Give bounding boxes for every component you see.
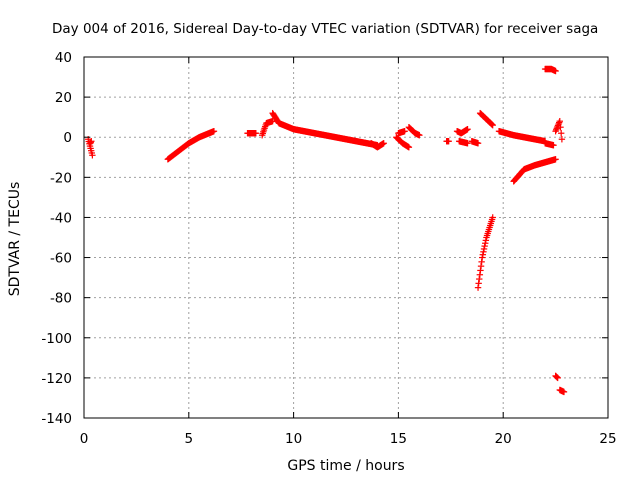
data-point	[380, 140, 387, 147]
grid-lines	[84, 57, 608, 418]
data-point	[474, 140, 482, 147]
data-point	[445, 138, 452, 145]
axis-ticks: 0 5 10 15 20 25 -140 -120 -100 -80 -60 -40 -20 0 20 40	[41, 50, 616, 447]
data-point	[89, 152, 96, 159]
y-tick-label: 20	[55, 90, 72, 106]
x-tick-label: 20	[495, 431, 512, 447]
y-axis-label: SDTVAR / TECUs	[7, 182, 23, 297]
data-point	[416, 132, 423, 139]
y-tick-label: -20	[50, 170, 72, 186]
y-tick-label: -120	[41, 371, 72, 387]
data-point	[88, 138, 95, 145]
data-point	[552, 156, 559, 163]
data-point	[488, 120, 495, 128]
data-point	[489, 121, 496, 129]
data-point	[558, 136, 566, 143]
x-tick-label: 15	[390, 431, 407, 447]
x-tick-label: 25	[599, 431, 616, 447]
data-point	[557, 130, 565, 137]
data-point	[557, 123, 564, 131]
data-point	[405, 144, 413, 151]
x-axis-label: GPS time / hours	[287, 458, 404, 474]
data-point	[488, 121, 496, 128]
data-point	[560, 388, 568, 396]
y-tick-label: -60	[50, 251, 72, 267]
x-tick-label: 0	[80, 431, 89, 447]
y-tick-label: -100	[41, 331, 72, 347]
data-point	[401, 128, 408, 135]
data-point	[556, 117, 563, 125]
x-tick-label: 10	[285, 431, 302, 447]
data-point	[464, 126, 471, 133]
data-point	[252, 130, 260, 137]
chart-title: Day 004 of 2016, Sidereal Day-to-day VTE…	[52, 21, 598, 37]
y-tick-label: -140	[41, 411, 72, 427]
data-point	[550, 142, 557, 149]
y-tick-label: 40	[55, 50, 72, 66]
data-point	[552, 67, 559, 75]
y-tick-label: -80	[50, 291, 72, 307]
data-point	[210, 128, 218, 135]
data-points	[84, 65, 568, 396]
plot-frame	[83, 56, 609, 419]
data-point	[553, 373, 560, 380]
data-point	[554, 374, 561, 382]
data-point	[489, 214, 496, 221]
y-tick-label: 0	[63, 130, 72, 146]
data-point	[464, 140, 471, 147]
x-tick-label: 5	[185, 431, 194, 447]
y-tick-label: -40	[50, 210, 72, 226]
data-point	[553, 374, 561, 381]
